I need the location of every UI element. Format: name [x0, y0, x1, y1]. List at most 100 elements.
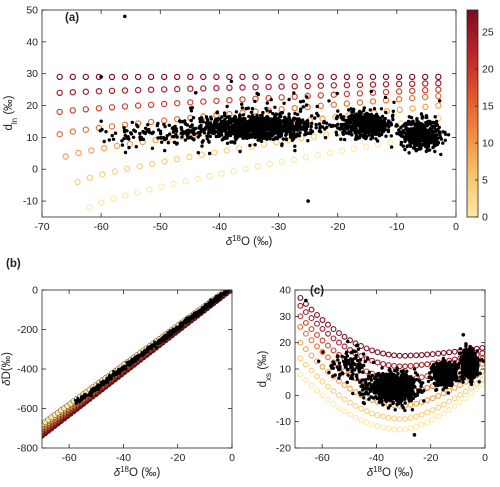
observation-point	[391, 109, 395, 114]
observation-point	[443, 138, 447, 142]
observation-point	[246, 106, 250, 110]
observation-point	[226, 290, 230, 293]
model-circle	[330, 388, 337, 395]
model-circle	[409, 94, 416, 102]
model-circle	[356, 73, 364, 81]
observation-point	[354, 134, 359, 138]
model-circle	[123, 165, 131, 173]
model-circle	[409, 87, 416, 95]
observation-point	[222, 292, 226, 296]
observation-point	[279, 134, 284, 138]
observation-point	[358, 128, 362, 132]
panel-a-observations	[98, 14, 451, 203]
model-circle	[358, 405, 364, 412]
model-circle	[314, 151, 322, 159]
observation-point	[130, 120, 134, 125]
observation-point	[384, 110, 388, 115]
model-circle	[413, 413, 420, 420]
model-circle	[418, 352, 425, 358]
observation-point	[395, 382, 399, 386]
observation-point	[259, 113, 263, 118]
observation-point	[224, 290, 228, 293]
observation-point	[413, 147, 418, 151]
model-circle	[314, 332, 320, 338]
model-circle	[435, 73, 442, 81]
observation-point	[123, 366, 127, 370]
observation-point	[367, 125, 371, 130]
model-circle	[200, 85, 207, 92]
observation-point	[387, 373, 391, 378]
observation-point	[284, 137, 288, 141]
model-circle	[343, 100, 351, 107]
observation-point	[401, 389, 405, 393]
observation-point	[268, 109, 272, 114]
observation-point	[428, 121, 432, 126]
model-circle	[136, 163, 143, 170]
observation-point	[441, 141, 445, 145]
panel-a-ytick-label: 50	[26, 5, 38, 17]
observation-point	[377, 391, 382, 396]
observation-point	[207, 131, 211, 135]
observation-point	[364, 390, 368, 394]
observation-point	[243, 124, 247, 128]
observation-point	[361, 378, 365, 382]
observation-point	[205, 117, 210, 122]
observation-point	[181, 323, 184, 327]
observation-point	[412, 367, 417, 371]
observation-point	[402, 397, 407, 401]
model-circle	[308, 382, 315, 389]
panel-a-ylabel: dln (‰)	[3, 95, 19, 130]
model-circle	[200, 98, 207, 105]
observation-point	[387, 368, 391, 372]
observation-point	[245, 130, 249, 134]
model-circle	[69, 107, 77, 114]
observation-point	[235, 130, 239, 134]
model-circle	[395, 80, 403, 88]
model-circle	[385, 362, 392, 369]
model-circle	[435, 92, 442, 100]
observation-point	[358, 132, 362, 136]
model-circle	[330, 82, 337, 89]
model-circle	[385, 425, 392, 432]
model-circle	[160, 100, 168, 108]
observation-point	[435, 123, 439, 127]
observation-point	[372, 107, 377, 111]
model-circle	[350, 145, 358, 152]
observation-point	[374, 374, 379, 378]
observation-point	[434, 388, 438, 392]
observation-point	[269, 98, 273, 102]
observation-point	[403, 390, 408, 394]
observation-point	[419, 384, 423, 388]
observation-point	[146, 123, 150, 127]
model-circle	[413, 400, 420, 407]
observation-point	[269, 122, 273, 126]
observation-point	[156, 342, 160, 346]
panel-a-frame	[41, 9, 457, 218]
observation-point	[273, 105, 277, 110]
observation-point	[304, 127, 308, 131]
model-circle	[435, 102, 442, 109]
observation-point	[149, 346, 152, 350]
panel-a-xtick-label: 0	[453, 221, 459, 233]
observation-point	[85, 394, 89, 397]
model-circle	[161, 158, 168, 165]
model-circle	[122, 192, 129, 199]
observation-point	[205, 134, 209, 138]
observation-point	[284, 117, 289, 121]
model-circle	[330, 73, 337, 81]
observation-point	[153, 340, 157, 344]
model-circle	[422, 103, 429, 111]
model-circle	[352, 402, 359, 409]
panel-a-xlabel: δ18O (‰)	[226, 234, 273, 249]
observation-point	[102, 139, 106, 144]
observation-point	[402, 131, 406, 135]
observation-point	[336, 122, 340, 127]
observation-point	[416, 390, 420, 395]
panel-a-model-circles	[56, 73, 442, 211]
model-circle	[382, 81, 390, 88]
panel-b-ytick-label: -200	[17, 324, 38, 336]
colorbar-tick-label: 5	[482, 175, 488, 187]
model-circle	[108, 104, 116, 111]
observation-point	[411, 132, 415, 136]
model-circle	[440, 350, 447, 356]
